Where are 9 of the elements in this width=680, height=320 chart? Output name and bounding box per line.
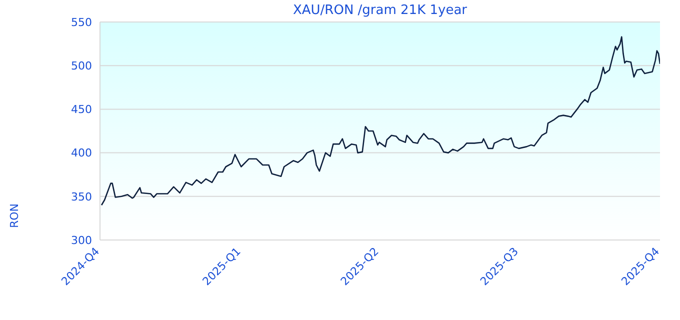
y-tick-label: 500 [71, 60, 92, 73]
chart-title: XAU/RON /gram 21K 1year [292, 3, 468, 18]
line-series [100, 36, 660, 206]
y-tick-label: 550 [71, 16, 92, 29]
y-tick-label: 400 [71, 146, 92, 160]
y-axis-title: RON [8, 203, 21, 228]
y-tick-label: 300 [71, 234, 92, 247]
y-tick-label: 350 [71, 190, 92, 204]
y-tick-label: 450 [71, 103, 92, 116]
